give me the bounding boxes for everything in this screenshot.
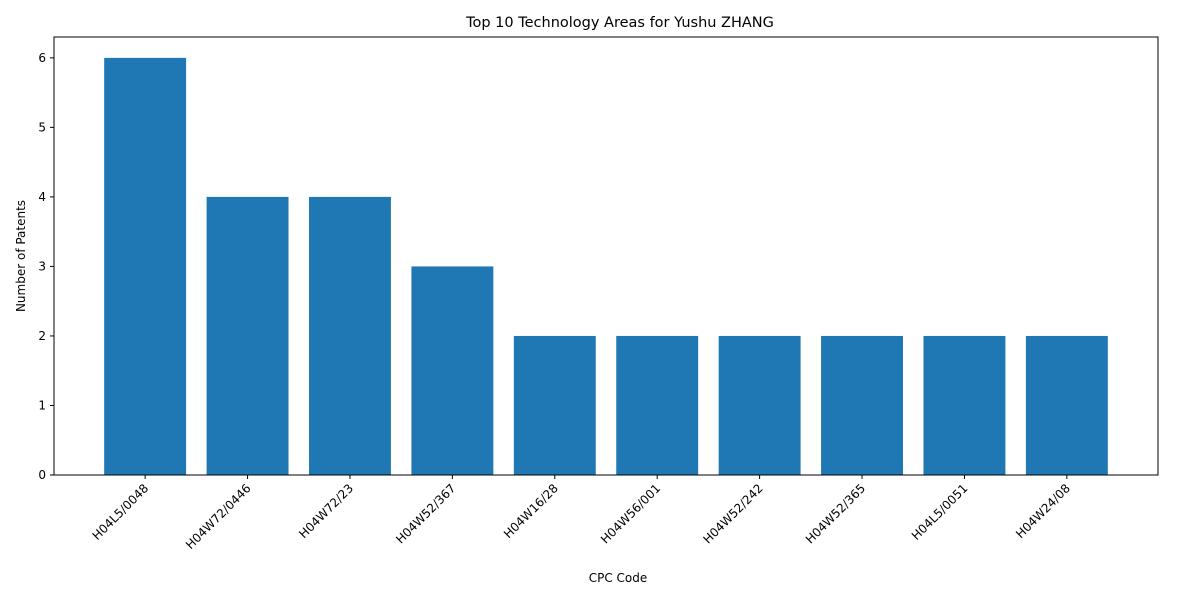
y-tick-label: 4 (38, 190, 46, 204)
chart-title: Top 10 Technology Areas for Yushu ZHANG (465, 15, 774, 31)
y-tick-label: 5 (38, 120, 46, 134)
bar-h04w24-08 (1025, 335, 1108, 475)
y-axis-title: Number of Patents (14, 200, 28, 312)
bars-group (104, 57, 1108, 475)
bar-h04w16-28 (513, 335, 596, 475)
y-axis: 0 1 2 3 4 5 6 (38, 51, 54, 482)
plot-frame (53, 36, 1159, 476)
y-tick-label: 2 (38, 329, 46, 343)
y-tick-label: 6 (38, 51, 46, 65)
bar-h04w72-0446 (206, 196, 289, 475)
x-axis-title: CPC Code (589, 571, 648, 585)
bar-h04l5-0048 (104, 57, 187, 475)
y-tick-label: 1 (38, 398, 46, 412)
bar-h04w72-23 (309, 196, 391, 475)
bar-h04w52-365 (821, 335, 903, 475)
bar-h04w56-001 (616, 335, 699, 475)
bar-h04w52-242 (718, 335, 801, 475)
bar-h04l5-0051 (923, 335, 1006, 475)
y-tick-label: 0 (38, 468, 46, 482)
y-tick-label: 3 (38, 259, 46, 273)
bar-h04w52-367 (411, 266, 494, 475)
